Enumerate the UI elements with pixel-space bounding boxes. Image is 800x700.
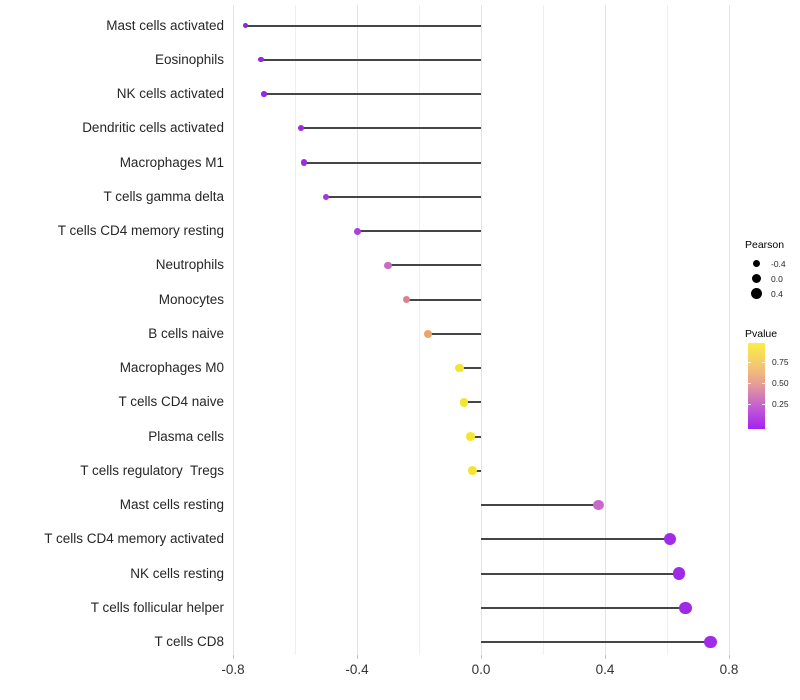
legend-size-title: Pearson (745, 239, 785, 251)
lollipop-stick (304, 161, 481, 164)
category-label: T cells CD4 memory resting (57, 223, 224, 238)
category-label: Eosinophils (154, 51, 224, 67)
legend-size-label: -0.4 (771, 258, 786, 269)
legend-size-dot (750, 288, 762, 299)
lollipop-dot (679, 601, 692, 614)
category-label: T cells follicular helper (90, 599, 224, 615)
gridline-major (481, 5, 482, 655)
lollipop-dot (593, 499, 605, 511)
category-label: T cells CD4 naive (118, 394, 224, 410)
x-tick-mark (481, 655, 482, 659)
lollipop-stick (481, 572, 680, 575)
lollipop-stick (357, 230, 481, 232)
pvalue-colorbar (748, 343, 765, 429)
category-label: NK cells activated (116, 86, 224, 101)
category-label: Plasma cells (148, 428, 224, 444)
gridline-major (357, 5, 358, 655)
category-label: Mast cells resting (119, 497, 224, 512)
category-label: T cells regulatory Tregs (80, 462, 224, 478)
category-label: Mast cells activated (106, 17, 224, 33)
category-label: Macrophages M1 (119, 154, 224, 170)
category-label: T cells gamma delta (103, 188, 224, 204)
lollipop-stick (264, 93, 481, 95)
x-tick-label: -0.4 (345, 662, 369, 677)
category-label: Macrophages M0 (119, 360, 224, 375)
gridline-minor (543, 5, 544, 655)
x-tick-label: -0.8 (221, 662, 245, 677)
lollipop-dot (298, 125, 305, 132)
category-label: Dendritic cells activated (82, 120, 224, 136)
lollipop-stick (481, 641, 711, 643)
lollipop-stick (301, 127, 481, 130)
lollipop-stick (245, 24, 481, 27)
category-label: B cells naive (148, 325, 224, 341)
lollipop-dot (384, 261, 392, 269)
category-label: T cells CD4 memory activated (44, 531, 224, 547)
legend-size-dot (752, 260, 760, 267)
colorbar-tick-left (748, 361, 751, 363)
lollipop-dot (468, 466, 478, 476)
colorbar-tick-left (748, 404, 751, 406)
gridline-minor (419, 5, 420, 655)
x-tick-label: 0.8 (719, 662, 739, 677)
x-tick-mark (357, 655, 358, 659)
x-tick-mark (729, 655, 730, 659)
lollipop-dot (466, 432, 475, 441)
category-label: Neutrophils (155, 257, 224, 273)
lollipop-stick (470, 435, 481, 438)
gridline-minor (667, 5, 668, 655)
lollipop-dot (258, 57, 264, 63)
x-tick-label: 0.4 (595, 662, 615, 677)
lollipop-stick (481, 504, 599, 506)
x-tick-mark (233, 655, 234, 659)
lollipop-stick (428, 332, 481, 335)
lollipop-dot (673, 567, 686, 580)
gridline-major (233, 5, 234, 655)
colorbar-tick-right (762, 404, 765, 406)
lollipop-dot (704, 635, 717, 649)
gridline-major (729, 5, 730, 655)
colorbar-tick-right (762, 361, 765, 363)
lollipop-dot (261, 91, 267, 97)
lollipop-dot (459, 397, 469, 407)
category-label: NK cells resting (130, 565, 224, 581)
legend-size-dot (751, 274, 761, 283)
lollipop-stick (326, 195, 481, 198)
lollipop-dot (402, 295, 411, 304)
lollipop-stick (459, 367, 481, 369)
colorbar-tick-label: 0.75 (772, 356, 789, 367)
lollipop-dot (301, 159, 308, 166)
legend-color-title: Pvalue (745, 328, 778, 340)
lollipop-stick (388, 264, 481, 267)
legend-size-label: 0.0 (771, 273, 783, 284)
lollipop-stick (481, 538, 671, 541)
lollipop-dot (353, 227, 361, 235)
colorbar-tick-label: 0.25 (772, 399, 789, 410)
colorbar-tick-right (762, 382, 765, 384)
gridline-major (605, 5, 606, 655)
x-tick-mark (605, 655, 606, 659)
lollipop-dot (454, 363, 464, 373)
colorbar-tick-label: 0.50 (772, 377, 789, 388)
lollipop-stick (481, 606, 686, 609)
legend-size-label: 0.4 (771, 288, 783, 299)
category-label: T cells CD8 (154, 634, 224, 649)
lollipop-stick (260, 58, 481, 61)
category-label: Monocytes (158, 291, 224, 307)
lollipop-stick (406, 298, 481, 301)
gridline-minor (295, 5, 296, 655)
lollipop-stick (463, 401, 481, 404)
colorbar-tick-left (748, 382, 751, 384)
lollipop-dot (664, 533, 677, 546)
lollipop-dot (424, 329, 433, 338)
x-tick-label: 0.0 (471, 662, 491, 677)
lollipop-dot (242, 22, 248, 29)
lollipop-dot (322, 193, 330, 200)
